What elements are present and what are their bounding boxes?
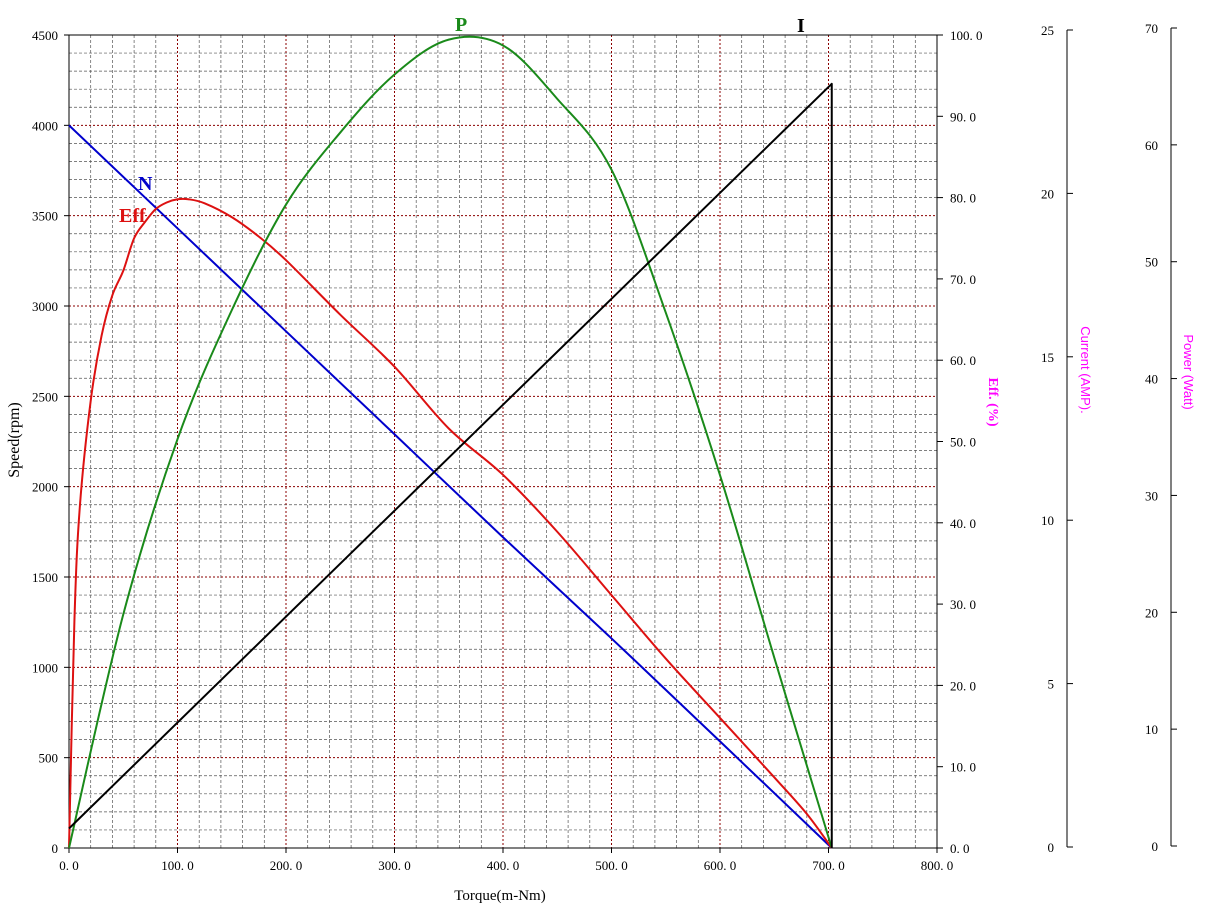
series-line-i [68,82,833,848]
x-tick-label: 700. 0 [812,858,845,873]
minor-grid [69,35,937,848]
speed-tick-label: 500 [39,751,59,766]
speed-tick-label: 2500 [32,389,58,404]
power-tick-label: 40 [1145,372,1158,387]
eff-tick-label: 70. 0 [950,272,976,287]
speed-tick-label: 1500 [32,570,58,585]
series-label-eff: Eff [119,205,146,227]
current-tick-label: 25 [1041,23,1054,38]
eff-tick-label: 0. 0 [950,841,970,856]
eff-tick-label: 10. 0 [950,760,976,775]
series-lines [68,35,833,849]
series-line-p [68,35,833,849]
x-tick-label: 500. 0 [595,858,628,873]
power-tick-label: 0 [1152,839,1159,854]
eff-tick-label: 40. 0 [950,516,976,531]
power-tick-label: 30 [1145,488,1158,503]
power-tick-label: 70 [1145,21,1158,36]
series-label-i: I [797,15,805,37]
eff-tick-label: 90. 0 [950,109,976,124]
speed-tick-label: 0 [52,841,59,856]
speed-tick-label: 3000 [32,299,58,314]
power-tick-label: 60 [1145,138,1158,153]
current-tick-label: 5 [1048,677,1055,692]
speed-tick-label: 4500 [32,28,58,43]
axes: 0. 0 100. 0 200. 0 300. 0 400. 0 500. 0 600. 0… [32,21,1177,873]
power-tick-label: 20 [1145,605,1158,620]
eff-tick-label: 50. 0 [950,435,976,450]
current-tick-label: 0 [1048,840,1055,855]
current-axis-title: Current (AMP). [1078,326,1093,413]
x-tick-label: 600. 0 [704,858,737,873]
current-tick-label: 20 [1041,186,1054,201]
eff-tick-label: 100. 0 [950,28,983,43]
x-tick-label: 400. 0 [487,858,520,873]
eff-tick-label: 60. 0 [950,353,976,368]
current-tick-label: 10 [1041,513,1054,528]
series-line-n [68,124,833,849]
eff-tick-label: 30. 0 [950,597,976,612]
speed-axis-title: Speed(rpm) [6,402,23,478]
speed-tick-label: 3500 [32,209,58,224]
x-tick-label: 0. 0 [59,858,79,873]
x-tick-label: 800. 0 [921,858,954,873]
x-axis-title: Torque(m-Nm) [454,888,545,904]
major-grid [69,35,937,848]
series-label-p: P [455,14,467,36]
speed-tick-label: 2000 [32,480,58,495]
speed-tick-label: 1000 [32,660,58,675]
series-label-n: N [138,173,153,195]
x-tick-label: 200. 0 [270,858,303,873]
eff-axis-title: Eff. (%) [985,378,1000,427]
eff-tick-label: 80. 0 [950,191,976,206]
series-line-eff [68,197,833,849]
x-tick-label: 100. 0 [161,858,194,873]
series-labels: N Eff P I [119,14,805,227]
power-tick-label: 50 [1145,255,1158,270]
speed-tick-label: 4000 [32,118,58,133]
power-axis-title: Power (Watt) [1181,334,1196,409]
eff-tick-label: 20. 0 [950,678,976,693]
current-tick-label: 15 [1041,350,1054,365]
x-tick-label: 300. 0 [378,858,411,873]
power-tick-label: 10 [1145,722,1158,737]
